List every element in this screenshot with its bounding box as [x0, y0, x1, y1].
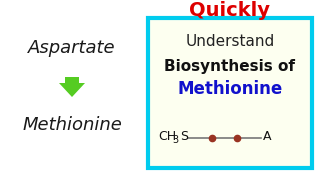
Text: Biosynthesis of: Biosynthesis of — [164, 58, 295, 73]
Text: S: S — [180, 129, 188, 143]
Text: Aspartate: Aspartate — [28, 39, 116, 57]
Text: CH: CH — [158, 129, 176, 143]
Text: Quickly: Quickly — [189, 1, 270, 19]
Bar — [148, 18, 312, 168]
Text: Methionine: Methionine — [22, 116, 122, 134]
Text: Methionine: Methionine — [177, 80, 283, 98]
Text: A: A — [263, 129, 271, 143]
Text: 3: 3 — [172, 135, 178, 145]
Text: Understand: Understand — [185, 35, 275, 50]
FancyArrow shape — [59, 77, 85, 97]
